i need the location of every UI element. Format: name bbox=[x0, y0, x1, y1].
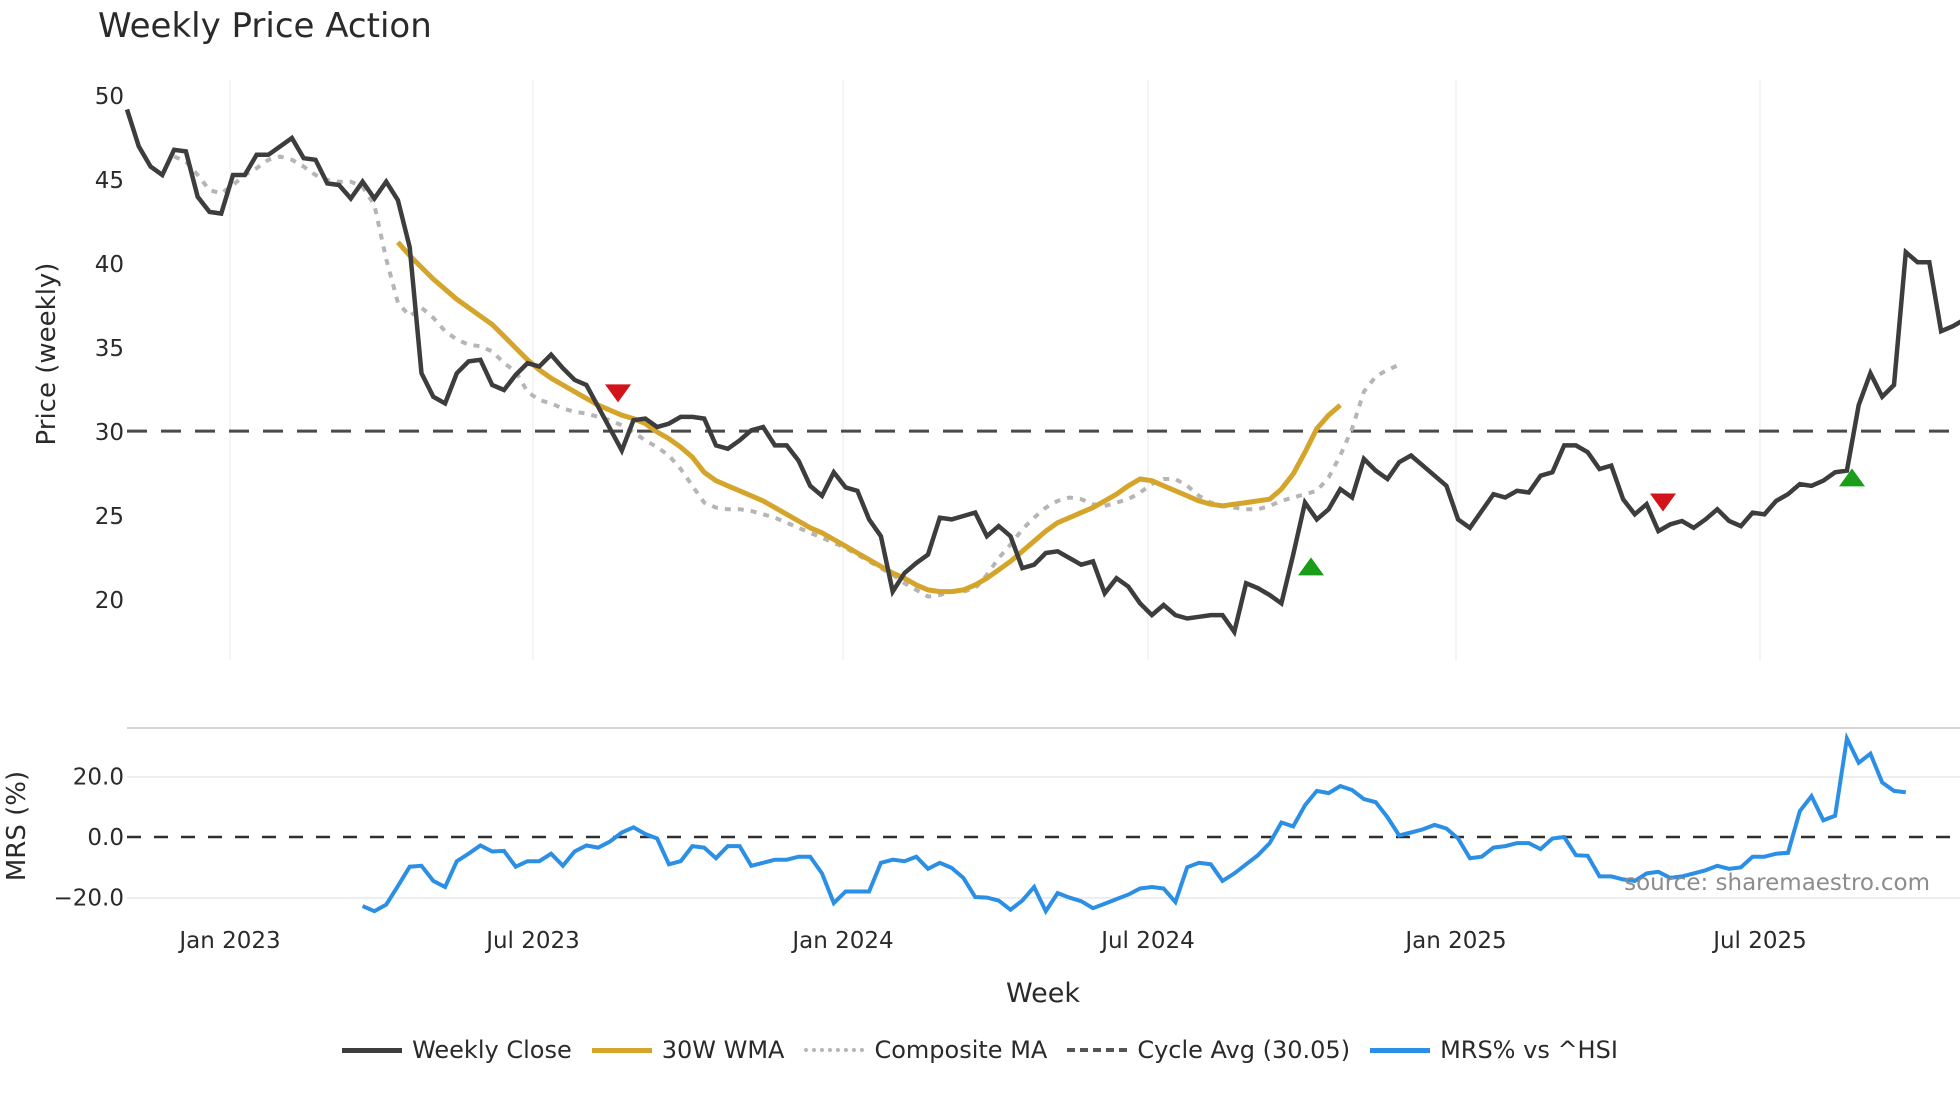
chart-title: Weekly Price Action bbox=[98, 6, 432, 46]
wma-swatch-icon bbox=[591, 1047, 652, 1053]
legend-item-mrs[interactable]: MRS% vs ^HSI bbox=[1370, 1036, 1618, 1064]
legend-label: 30W WMA bbox=[661, 1036, 785, 1064]
signal-markers bbox=[605, 384, 1865, 576]
mrs-axis-label: MRS (%) bbox=[2, 771, 32, 881]
legend-label: Composite MA bbox=[874, 1036, 1048, 1064]
watermark: source: sharemaestro.com bbox=[1624, 870, 1930, 896]
legend-label: Weekly Close bbox=[412, 1036, 572, 1064]
svg-text:20.0: 20.0 bbox=[73, 764, 124, 790]
svg-text:45: 45 bbox=[95, 168, 124, 194]
buy-signal-triangle-up-icon bbox=[1839, 468, 1865, 487]
mrs-gridlines bbox=[127, 776, 1960, 899]
svg-text:Jan 2025: Jan 2025 bbox=[1403, 928, 1506, 954]
svg-text:Jul 2024: Jul 2024 bbox=[1099, 928, 1195, 954]
svg-text:50: 50 bbox=[95, 84, 124, 110]
svg-text:40: 40 bbox=[95, 252, 124, 278]
buy-signal-triangle-up-icon bbox=[1298, 557, 1324, 576]
svg-text:Jan 2023: Jan 2023 bbox=[177, 928, 280, 954]
svg-text:−20.0: −20.0 bbox=[54, 886, 124, 912]
legend: Weekly Close 30W WMA Composite MA Cycle … bbox=[0, 1036, 1960, 1064]
composite-ma-line bbox=[173, 154, 1400, 599]
cycle-swatch-icon bbox=[1067, 1048, 1128, 1052]
mrs-axis-ticks: 20.0 0.0 −20.0 bbox=[54, 764, 124, 911]
svg-text:Jul 2023: Jul 2023 bbox=[484, 928, 580, 954]
legend-item-weekly-close[interactable]: Weekly Close bbox=[342, 1036, 572, 1064]
legend-label: Cycle Avg (30.05) bbox=[1137, 1036, 1351, 1064]
svg-text:20: 20 bbox=[95, 588, 124, 614]
price-axis-label: Price (weekly) bbox=[32, 263, 62, 446]
legend-item-30w-wma[interactable]: 30W WMA bbox=[591, 1036, 785, 1064]
weekly-close-line bbox=[124, 108, 1960, 638]
legend-item-composite-ma[interactable]: Composite MA bbox=[804, 1036, 1047, 1064]
svg-text:Jul 2025: Jul 2025 bbox=[1711, 928, 1807, 954]
x-axis-label: Week bbox=[1006, 978, 1080, 1009]
mrs-swatch-icon bbox=[1370, 1047, 1431, 1053]
svg-text:25: 25 bbox=[95, 504, 124, 530]
sell-signal-triangle-down-icon bbox=[605, 384, 631, 403]
svg-text:Jan 2024: Jan 2024 bbox=[790, 928, 893, 954]
sell-signal-triangle-down-icon bbox=[1650, 493, 1676, 512]
x-axis-ticks: Jan 2023 Jul 2023 Jan 2024 Jul 2024 Jan 2025… bbox=[177, 928, 1806, 954]
svg-text:30: 30 bbox=[95, 420, 124, 446]
svg-text:0.0: 0.0 bbox=[87, 825, 124, 851]
legend-item-cycle-avg[interactable]: Cycle Avg (30.05) bbox=[1067, 1036, 1350, 1064]
vertical-gridlines bbox=[229, 80, 1761, 660]
legend-label: MRS% vs ^HSI bbox=[1440, 1036, 1618, 1064]
composite-swatch-icon bbox=[804, 1048, 865, 1052]
mrs-line bbox=[361, 731, 1907, 916]
price-axis-ticks: 50 45 40 35 30 25 20 bbox=[95, 84, 124, 614]
weekly-close-swatch-icon bbox=[342, 1047, 403, 1053]
wma-30w-line bbox=[396, 240, 1342, 595]
svg-text:35: 35 bbox=[95, 336, 124, 362]
